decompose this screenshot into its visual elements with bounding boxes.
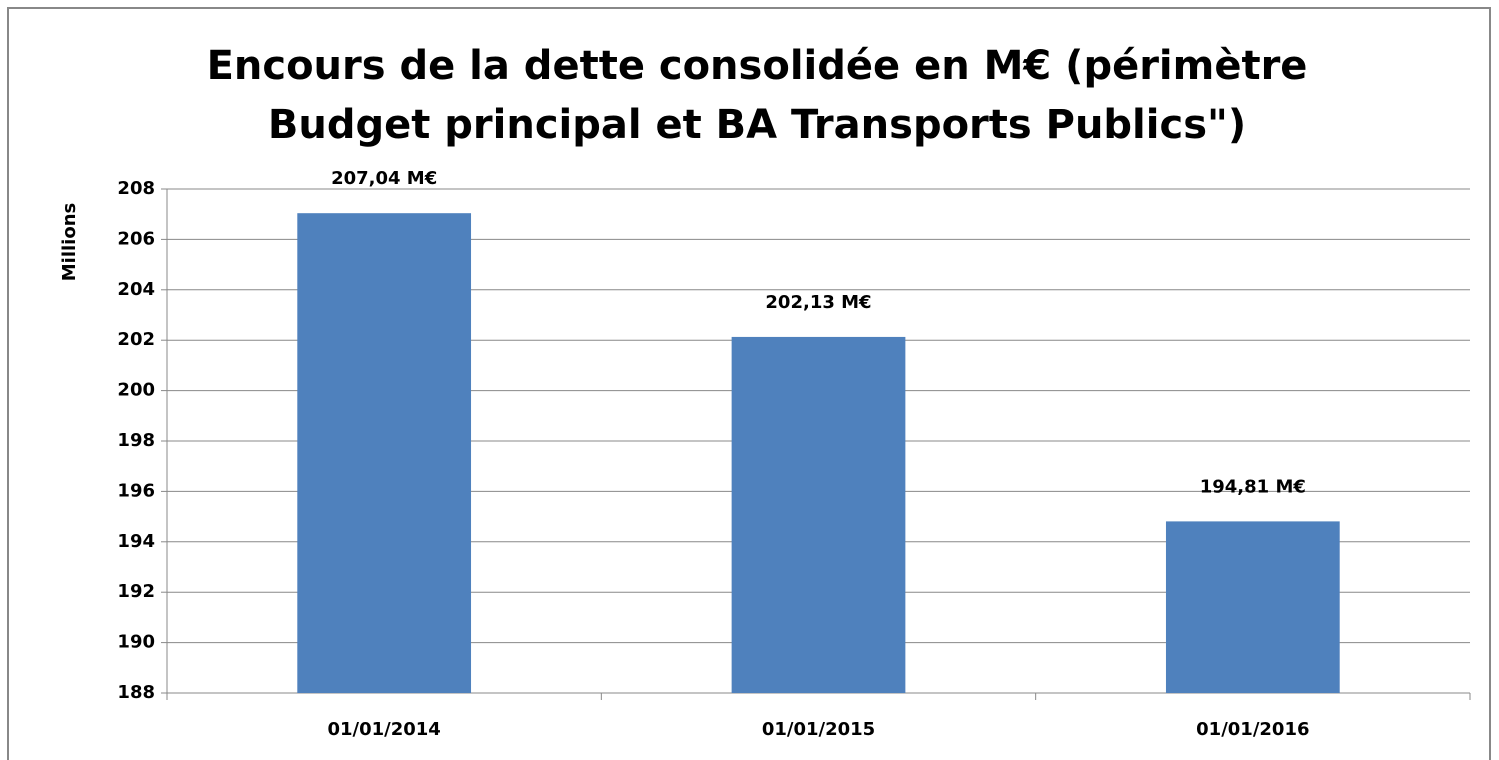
y-tick-label: 202 [117, 329, 155, 350]
y-tick-label: 190 [117, 632, 155, 653]
y-tick-label: 188 [117, 682, 155, 703]
bar [1165, 521, 1340, 693]
y-tick-label: 208 [117, 178, 155, 199]
data-label: 202,13 M€ [765, 292, 871, 313]
y-tick-label: 196 [117, 480, 155, 501]
chart-border [7, 7, 1491, 760]
y-tick-label: 198 [117, 430, 155, 451]
y-tick-label: 194 [117, 531, 155, 552]
data-label: 194,81 M€ [1200, 476, 1306, 497]
y-tick-label: 206 [117, 228, 155, 249]
x-tick-label: 01/01/2014 [327, 719, 440, 740]
y-tick-label: 200 [117, 380, 155, 401]
chart-title: Encours de la dette consolidée en M€ (pé… [207, 43, 1308, 89]
x-tick-label: 01/01/2015 [762, 719, 875, 740]
bar [731, 336, 906, 693]
y-tick-label: 192 [117, 581, 155, 602]
y-axis-label: Millions [59, 203, 80, 282]
y-tick-label: 204 [117, 279, 155, 300]
data-label: 207,04 M€ [331, 168, 437, 189]
x-tick-label: 01/01/2016 [1196, 719, 1309, 740]
chart-title: Budget principal et BA Transports Public… [268, 102, 1246, 148]
bar [297, 213, 472, 693]
